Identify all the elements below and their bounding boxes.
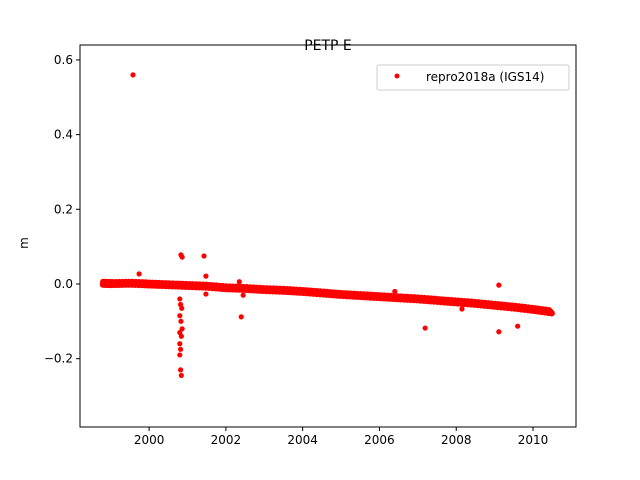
outlier-point xyxy=(177,346,184,352)
x-tick-label: 2004 xyxy=(287,433,318,447)
outlier-point xyxy=(179,326,185,332)
x-tick-label: 2010 xyxy=(518,433,549,447)
outlier-point xyxy=(392,288,398,295)
x-tick-label: 2006 xyxy=(364,433,395,447)
outlier-point xyxy=(240,292,246,298)
y-tick-label: 0.0 xyxy=(54,277,73,291)
outlier-point xyxy=(201,253,207,259)
y-tick-label: 0.4 xyxy=(54,128,73,142)
legend-label: repro2018a (IGS14) xyxy=(426,70,544,84)
data-points xyxy=(99,72,555,379)
outlier-point xyxy=(203,273,209,279)
outlier-point xyxy=(179,305,185,311)
outlier-point xyxy=(136,271,142,277)
outlier-point xyxy=(177,352,183,358)
y-tick-label: 0.6 xyxy=(54,53,73,67)
outlier-point xyxy=(203,291,209,297)
outlier-point xyxy=(177,367,184,373)
outlier-point xyxy=(238,314,244,320)
legend: repro2018a (IGS14) xyxy=(376,64,570,91)
y-axis: −0.2 0.0 0.2 0.4 0.6 xyxy=(44,53,80,366)
x-axis: 2000 2002 2004 2006 2008 2010 xyxy=(134,427,548,447)
data-point xyxy=(548,310,555,317)
outlier-point xyxy=(177,296,183,302)
outlier-point xyxy=(515,323,521,329)
x-tick-label: 2002 xyxy=(211,433,242,447)
outlier-point xyxy=(178,333,184,339)
outlier-point xyxy=(496,282,502,288)
outlier-point xyxy=(177,341,183,347)
y-tick-label: −0.2 xyxy=(44,352,73,366)
legend-box xyxy=(376,64,570,91)
plot-frame xyxy=(79,44,577,428)
x-tick-label: 2008 xyxy=(441,433,472,447)
chart-title: PETP E xyxy=(304,38,352,54)
outlier-point xyxy=(178,318,184,324)
outlier-point xyxy=(178,372,184,379)
outlier-point xyxy=(459,306,465,312)
outlier-point xyxy=(236,279,242,285)
x-tick-label: 2000 xyxy=(134,433,165,447)
outlier-point xyxy=(422,325,428,331)
y-tick-label: 0.2 xyxy=(54,202,73,216)
legend-marker xyxy=(394,73,400,79)
outlier-point xyxy=(496,329,502,335)
outlier-point xyxy=(179,254,185,260)
outlier-point xyxy=(130,72,136,78)
y-axis-label: m xyxy=(17,237,31,249)
outlier-point xyxy=(177,313,183,319)
